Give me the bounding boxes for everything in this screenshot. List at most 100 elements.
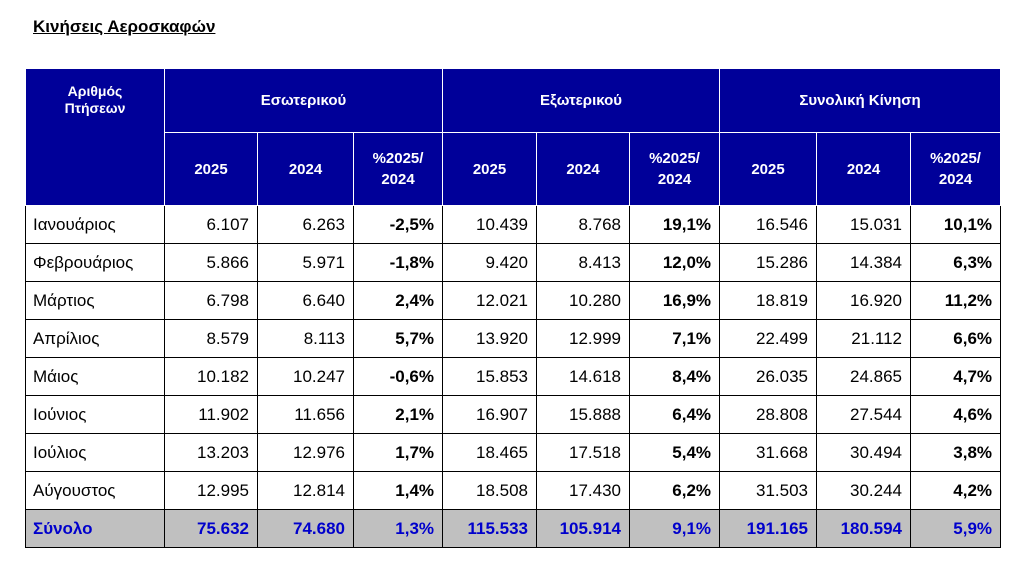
- header-row-groups: Αριθμός Πτήσεων Εσωτερικού Εξωτερικού Συ…: [25, 68, 1002, 206]
- value-cell: 26.035: [719, 357, 818, 396]
- pct-cell: -0,6%: [352, 357, 444, 396]
- pct-cell: 4,6%: [910, 395, 1002, 434]
- month-cell: Αύγουστος: [25, 471, 165, 510]
- value-cell: 17.518: [536, 433, 631, 472]
- month-cell: Ιούλιος: [25, 433, 165, 472]
- pct-cell: 12,0%: [629, 243, 721, 282]
- pct-cell: 6,2%: [629, 471, 721, 510]
- pct-cell: 6,4%: [629, 395, 721, 434]
- header-domestic-2025: 2025: [164, 132, 258, 206]
- value-cell: 22.499: [719, 319, 818, 358]
- header-pct-line2: 2024: [938, 171, 973, 188]
- pct-cell: 3,8%: [910, 433, 1002, 472]
- header-corner: Αριθμός Πτήσεων: [25, 68, 165, 206]
- value-cell: 5.866: [164, 243, 258, 282]
- value-cell: 74.680: [257, 509, 354, 548]
- value-cell: 191.165: [719, 509, 818, 548]
- pct-cell: 9,1%: [629, 509, 721, 548]
- value-cell: 6.263: [257, 205, 354, 244]
- pct-cell: 1,4%: [352, 471, 444, 510]
- value-cell: 28.808: [719, 395, 818, 434]
- pct-cell: 7,1%: [629, 319, 721, 358]
- pct-cell: 10,1%: [910, 205, 1002, 244]
- value-cell: 15.853: [442, 357, 538, 396]
- header-total-2024: 2024: [816, 132, 912, 206]
- value-cell: 8.768: [536, 205, 631, 244]
- header-domestic-2024: 2024: [257, 132, 354, 206]
- value-cell: 16.546: [719, 205, 818, 244]
- pct-cell: -2,5%: [352, 205, 444, 244]
- table-row: Αύγουστος 12.995 12.814 1,4% 18.508 17.430 6,2…: [25, 471, 1002, 510]
- value-cell: 18.508: [442, 471, 538, 510]
- value-cell: 24.865: [816, 357, 912, 396]
- pct-cell: 4,7%: [910, 357, 1002, 396]
- value-cell: 27.544: [816, 395, 912, 434]
- pct-cell: 19,1%: [629, 205, 721, 244]
- value-cell: 16.907: [442, 395, 538, 434]
- pct-cell: 6,6%: [910, 319, 1002, 358]
- value-cell: 31.503: [719, 471, 818, 510]
- value-cell: 8.113: [257, 319, 354, 358]
- pct-cell: 1,7%: [352, 433, 444, 472]
- table-row: Ιανουάριος 6.107 6.263 -2,5% 10.439 8.768 19,1…: [25, 205, 1002, 244]
- value-cell: 5.971: [257, 243, 354, 282]
- value-cell: 31.668: [719, 433, 818, 472]
- value-cell: 8.413: [536, 243, 631, 282]
- pct-cell: -1,8%: [352, 243, 444, 282]
- header-international-2025: 2025: [442, 132, 538, 206]
- total-label: Σύνολο: [25, 509, 165, 548]
- table-row: Μάιος 10.182 10.247 -0,6% 15.853 14.618 8,4% 26…: [25, 357, 1002, 396]
- value-cell: 10.182: [164, 357, 258, 396]
- header-international-pct: %2025/2024: [629, 132, 721, 206]
- pct-cell: 2,4%: [352, 281, 444, 320]
- value-cell: 30.494: [816, 433, 912, 472]
- month-cell: Ιούνιος: [25, 395, 165, 434]
- value-cell: 11.656: [257, 395, 354, 434]
- pct-cell: 1,3%: [352, 509, 444, 548]
- value-cell: 14.384: [816, 243, 912, 282]
- value-cell: 75.632: [164, 509, 258, 548]
- value-cell: 12.999: [536, 319, 631, 358]
- pct-cell: 16,9%: [629, 281, 721, 320]
- value-cell: 12.995: [164, 471, 258, 510]
- pct-cell: 5,7%: [352, 319, 444, 358]
- value-cell: 10.439: [442, 205, 538, 244]
- table-row: Ιούλιος 13.203 12.976 1,7% 18.465 17.518 5,4% 3…: [25, 433, 1002, 472]
- table-row: Μάρτιος 6.798 6.640 2,4% 12.021 10.280 16,9% 18…: [25, 281, 1002, 320]
- value-cell: 11.902: [164, 395, 258, 434]
- value-cell: 6.798: [164, 281, 258, 320]
- value-cell: 18.819: [719, 281, 818, 320]
- total-row: Σύνολο 75.632 74.680 1,3% 115.533 105.914 9,1%…: [25, 509, 1002, 548]
- value-cell: 105.914: [536, 509, 631, 548]
- page-title: Κινήσεις Αεροσκαφών: [33, 17, 216, 36]
- header-pct-line2: 2024: [657, 171, 692, 188]
- value-cell: 6.107: [164, 205, 258, 244]
- header-row-sub: 2025 2024 %2025/2024 2025 2024 %2025/2024 2025…: [26, 132, 1002, 206]
- pct-cell: 4,2%: [910, 471, 1002, 510]
- header-group-total: Συνολική Κίνηση: [719, 68, 1002, 133]
- value-cell: 10.280: [536, 281, 631, 320]
- month-cell: Μάιος: [25, 357, 165, 396]
- header-total-pct: %2025/2024: [910, 132, 1002, 206]
- value-cell: 30.244: [816, 471, 912, 510]
- header-international-2024: 2024: [536, 132, 631, 206]
- value-cell: 12.021: [442, 281, 538, 320]
- value-cell: 16.920: [816, 281, 912, 320]
- table-row: Απρίλιος 8.579 8.113 5,7% 13.920 12.999 7,1% 22…: [25, 319, 1002, 358]
- month-cell: Φεβρουάριος: [25, 243, 165, 282]
- value-cell: 17.430: [536, 471, 631, 510]
- pct-cell: 6,3%: [910, 243, 1002, 282]
- pct-cell: 2,1%: [352, 395, 444, 434]
- header-corner-line1: Αριθμός: [67, 83, 123, 99]
- value-cell: 13.203: [164, 433, 258, 472]
- value-cell: 21.112: [816, 319, 912, 358]
- value-cell: 18.465: [442, 433, 538, 472]
- header-domestic-pct: %2025/2024: [352, 132, 444, 206]
- value-cell: 115.533: [442, 509, 538, 548]
- value-cell: 15.888: [536, 395, 631, 434]
- value-cell: 10.247: [257, 357, 354, 396]
- pct-cell: 5,4%: [629, 433, 721, 472]
- value-cell: 9.420: [442, 243, 538, 282]
- month-cell: Μάρτιος: [25, 281, 165, 320]
- header-pct-line1: %2025/: [649, 150, 700, 167]
